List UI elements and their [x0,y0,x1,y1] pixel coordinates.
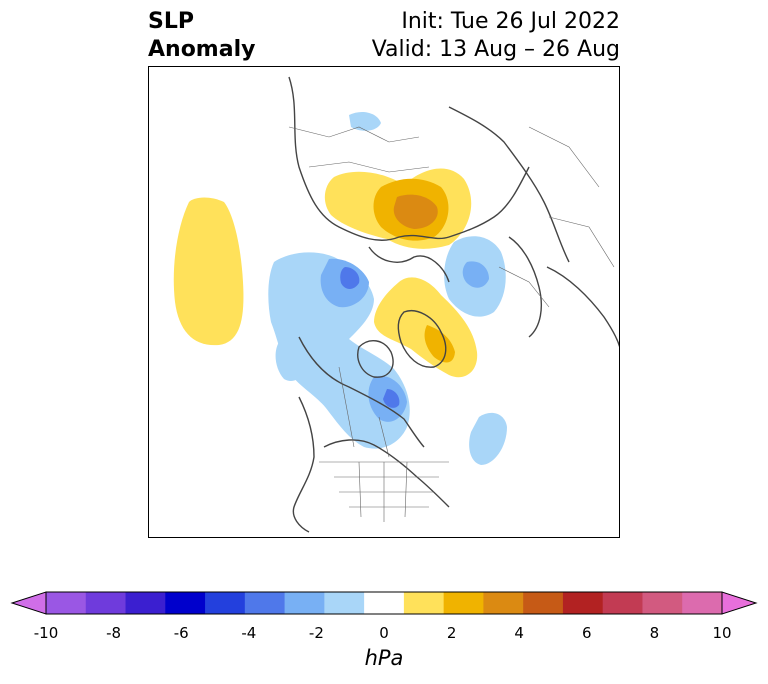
valid-range: Valid: 13 Aug – 26 Aug [371,37,620,62]
colorbar-segment [205,592,246,614]
colorbar-segment [284,592,325,614]
negative-anomaly-europe [349,111,381,131]
anomaly-fills [173,111,507,465]
colorbar-tick-label: -2 [308,624,324,642]
colorbar-segment [523,592,564,614]
colorbar-extend-max [721,591,758,615]
colorbar-tick-label: 10 [712,624,732,642]
colorbar-tick-label: 6 [582,624,592,642]
negative-anomaly-alaska-south [275,340,307,382]
negative-anomaly-hudson-core [383,389,400,408]
init-date: Init: Tue 26 Jul 2022 [401,9,620,34]
colorbar-tick-label: 0 [379,624,389,642]
anomaly-map [148,66,620,538]
colorbar-outline [45,591,723,615]
negative-anomaly-barents-core [462,261,489,288]
colorbar-extend-min [10,591,47,615]
colorbar-segment [46,592,87,614]
coastlines [288,76,619,533]
colorbar-segment [443,592,484,614]
colorbar-tick-label: 2 [446,624,457,642]
colorbar-segment [483,592,524,614]
title-line-2: Anomaly [148,37,256,62]
colorbar-segment [165,592,206,614]
positive-anomaly-siberia-core [393,194,438,229]
negative-anomaly-atlantic [469,412,507,465]
colorbar-tick-label: -10 [33,624,59,642]
title-line-1: SLP [148,9,194,34]
colorbar-unit-label: hPa [364,646,404,670]
colorbar-segment [642,592,683,614]
positive-anomaly-pacific [173,197,244,346]
colorbar-tick-label: -8 [106,624,122,642]
colorbar-segment [85,592,127,614]
colorbar-segments [10,591,758,615]
positive-anomaly-greenland-core [424,325,455,363]
colorbar-tick-label: -6 [173,624,189,642]
political-borders [288,126,615,522]
map-date-info: Init: Tue 26 Jul 2022 Valid: 13 Aug – 26… [372,8,620,64]
negative-anomaly-alaska-center [340,267,360,289]
colorbar-tick-label: 4 [514,624,524,642]
colorbar-tick-label: -4 [241,624,257,642]
colorbar-segment [125,592,166,614]
colorbar-segment [562,592,604,614]
colorbar-tick-label: 8 [649,624,660,642]
colorbar [10,591,758,615]
colorbar-segment [364,592,405,614]
colorbar-segment [324,592,365,614]
map-title: SLP Anomaly [148,8,255,64]
colorbar-segment [682,592,723,614]
colorbar-segment [244,592,286,614]
colorbar-segment [602,592,643,614]
map-canvas [173,76,619,533]
colorbar-segment [403,592,445,614]
